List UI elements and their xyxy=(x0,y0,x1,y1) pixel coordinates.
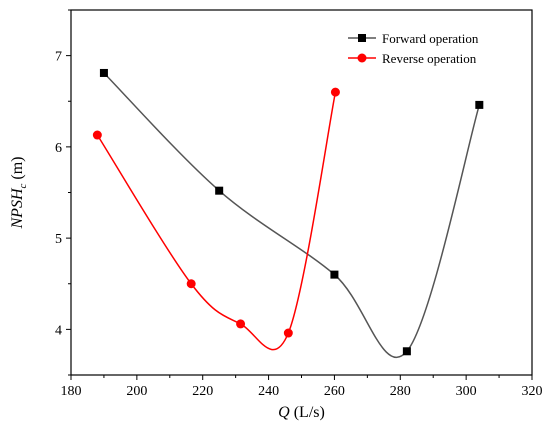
legend-label: Forward operation xyxy=(382,31,479,46)
x-tick-label: 320 xyxy=(522,384,543,399)
y-axis-ticks: 4 5 6 7 xyxy=(55,9,71,376)
y-axis-title-unit: (m) xyxy=(9,157,26,184)
data-point-square xyxy=(99,68,108,77)
x-axis-title-unit: (L/s) xyxy=(290,404,325,421)
data-point-circle xyxy=(330,87,340,97)
data-point-circle xyxy=(186,279,196,289)
legend-marker-square xyxy=(358,34,366,42)
x-axis-title: Q (L/s) xyxy=(278,404,325,421)
series-line-0 xyxy=(103,72,481,359)
x-tick-label: 280 xyxy=(390,384,411,399)
y-axis-title: NPSHc (m) xyxy=(9,157,29,230)
x-axis-ticks: 180 200 220 240 260 280 300 320 xyxy=(61,375,543,399)
data-point-square xyxy=(402,347,411,356)
series-markers xyxy=(92,68,484,356)
legend: Forward operation Reverse operation xyxy=(348,31,479,66)
y-axis-title-subscript: c xyxy=(17,184,29,189)
legend-label: Reverse operation xyxy=(382,51,477,66)
data-point-square xyxy=(330,270,339,279)
legend-marker-circle xyxy=(357,53,367,63)
data-point-square xyxy=(215,186,224,195)
x-tick-label: 220 xyxy=(192,384,213,399)
series-lines xyxy=(96,72,481,359)
y-tick-label: 7 xyxy=(55,50,62,65)
x-axis-title-var: Q xyxy=(278,404,290,421)
data-point-circle xyxy=(92,130,102,140)
data-point-square xyxy=(475,100,484,109)
data-point-circle xyxy=(236,319,246,329)
series-line-1 xyxy=(96,91,337,351)
y-tick-label: 5 xyxy=(55,232,62,247)
data-point-circle xyxy=(283,328,293,338)
x-tick-label: 240 xyxy=(258,384,279,399)
x-tick-label: 180 xyxy=(61,384,82,399)
y-tick-label: 4 xyxy=(55,323,62,338)
x-tick-label: 200 xyxy=(126,384,147,399)
x-tick-label: 260 xyxy=(324,384,345,399)
y-axis-title-var: NPSH xyxy=(9,187,26,229)
x-tick-label: 300 xyxy=(456,384,477,399)
y-tick-label: 6 xyxy=(55,141,62,156)
